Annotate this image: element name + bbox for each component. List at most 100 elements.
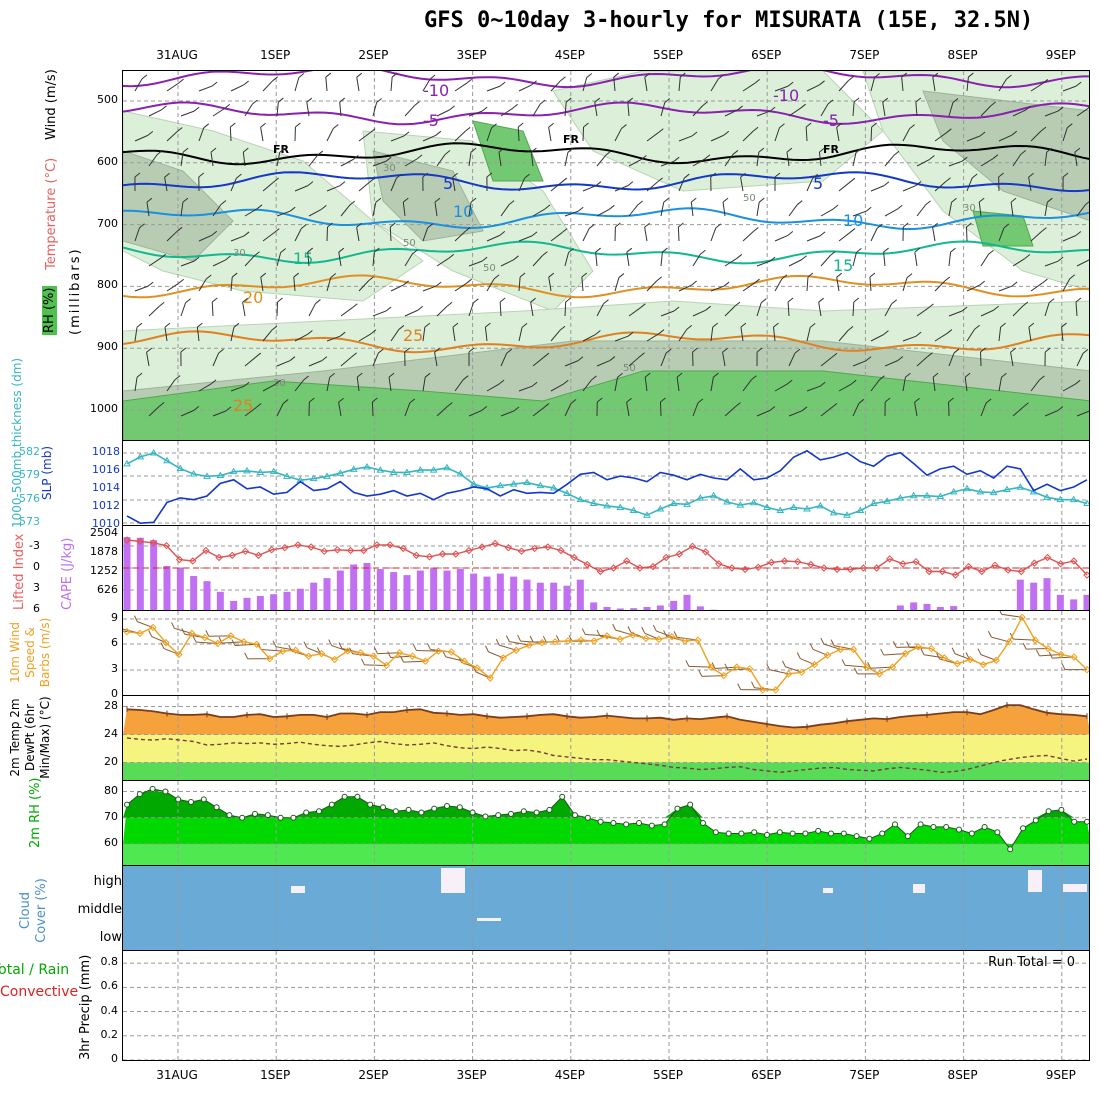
wind-speed-point	[538, 638, 546, 647]
wind-barb	[595, 252, 598, 267]
wind-barb	[596, 397, 603, 403]
lifted-index-point	[294, 541, 302, 549]
wind-barb	[543, 403, 550, 408]
wind-barb	[530, 152, 534, 167]
wind-barb	[372, 160, 387, 167]
wind-barb	[710, 377, 714, 392]
wind-barb	[788, 107, 801, 117]
wind-barb	[781, 274, 788, 280]
wind-barb	[242, 147, 249, 153]
wind-barb	[786, 152, 790, 167]
thickness-label: 1000-500mb thickness (dm)	[10, 357, 24, 528]
lifted-index-point	[675, 550, 684, 558]
wind-barb	[468, 260, 483, 267]
wind-barb	[932, 222, 938, 228]
wind-barb	[229, 126, 232, 142]
wind-barb	[932, 72, 939, 78]
wind-barb	[977, 648, 982, 655]
lifted-index-point	[254, 551, 263, 560]
wind-barb	[548, 122, 554, 128]
wind-barb	[831, 402, 838, 408]
lifted-index-point	[149, 539, 158, 547]
wind-barb	[193, 256, 200, 262]
cloud-gap	[913, 884, 925, 893]
wind-barb	[276, 102, 279, 117]
wind-barb	[567, 147, 574, 153]
wind-barb	[1075, 231, 1082, 236]
wind-barb	[368, 276, 374, 282]
wind-barb	[466, 278, 472, 284]
wind-barb	[499, 81, 506, 87]
lifted-index-point	[202, 546, 210, 555]
wind-barb	[385, 306, 392, 312]
wind-label: 10m Wind Speed & Barbs (m/s)	[8, 617, 52, 688]
wind-barb	[429, 74, 436, 80]
wind-barb	[193, 106, 200, 112]
wind-barb	[951, 197, 957, 203]
axis-tick-label: 800	[97, 278, 118, 292]
wind-barb	[628, 204, 639, 217]
lifted-index-point	[360, 546, 368, 555]
cape-bar	[363, 562, 371, 610]
lifted-index-point	[754, 563, 762, 572]
wind-barb	[965, 652, 970, 659]
wind-speed-point	[875, 670, 884, 678]
wind-barb	[1040, 126, 1047, 132]
wind-barb	[338, 402, 342, 417]
cape-bar	[563, 585, 571, 610]
wind-barb	[303, 375, 309, 381]
wind-barb	[684, 173, 690, 179]
wind-barb	[134, 327, 138, 342]
wind-barb	[244, 407, 257, 417]
lifted-index-point	[1004, 566, 1012, 574]
wind-barb	[481, 256, 488, 262]
wind-barb	[550, 232, 563, 242]
wind-barb	[677, 226, 680, 242]
wind-barb	[884, 303, 893, 317]
wind-speed-point	[979, 660, 987, 669]
thickness-point	[843, 511, 851, 518]
wind-barb	[805, 122, 812, 128]
wind-speed-point	[810, 660, 819, 669]
wind-speed-point	[655, 635, 663, 643]
thickness-point	[1043, 493, 1051, 500]
lifted-index-point	[438, 550, 447, 558]
wind-barb	[993, 305, 1000, 311]
wind-barb	[905, 372, 911, 378]
wind-barb	[961, 156, 968, 162]
wind-barb	[856, 248, 862, 253]
wind-barb	[915, 181, 922, 186]
wind-barb	[883, 653, 906, 656]
thickness-point	[1056, 495, 1065, 503]
cape-bar	[136, 537, 144, 610]
wind-barb	[356, 77, 360, 92]
wind-barb	[869, 277, 872, 292]
thickness-point	[149, 449, 158, 456]
wind-barb	[1076, 107, 1089, 117]
wind-barb	[896, 204, 903, 210]
lifted-index-point	[951, 571, 960, 579]
wind-barb	[660, 160, 675, 167]
wind-barb	[850, 379, 857, 385]
cape-bar	[176, 567, 184, 610]
wind-barb	[724, 258, 738, 267]
wind-barb	[260, 277, 264, 292]
wind-barb	[961, 306, 968, 312]
thickness-point	[909, 491, 918, 499]
wind-speed-point	[188, 629, 196, 638]
dewpoint-line	[126, 737, 1088, 774]
wind-barb	[351, 352, 357, 358]
rh-point	[162, 788, 169, 795]
rh-point	[559, 793, 566, 800]
wind-barb	[586, 73, 593, 78]
humidity-panel	[122, 780, 1090, 866]
wind-barb	[774, 172, 781, 178]
wind-barb	[446, 402, 453, 407]
axis-tick-label: 28	[104, 698, 118, 712]
wind-barb	[870, 126, 873, 142]
isotherm-20	[123, 274, 1089, 299]
wind-barb	[742, 231, 754, 242]
isotherm-label: 15	[293, 249, 313, 268]
wind-barb	[964, 372, 971, 378]
wind-barb	[754, 278, 760, 284]
